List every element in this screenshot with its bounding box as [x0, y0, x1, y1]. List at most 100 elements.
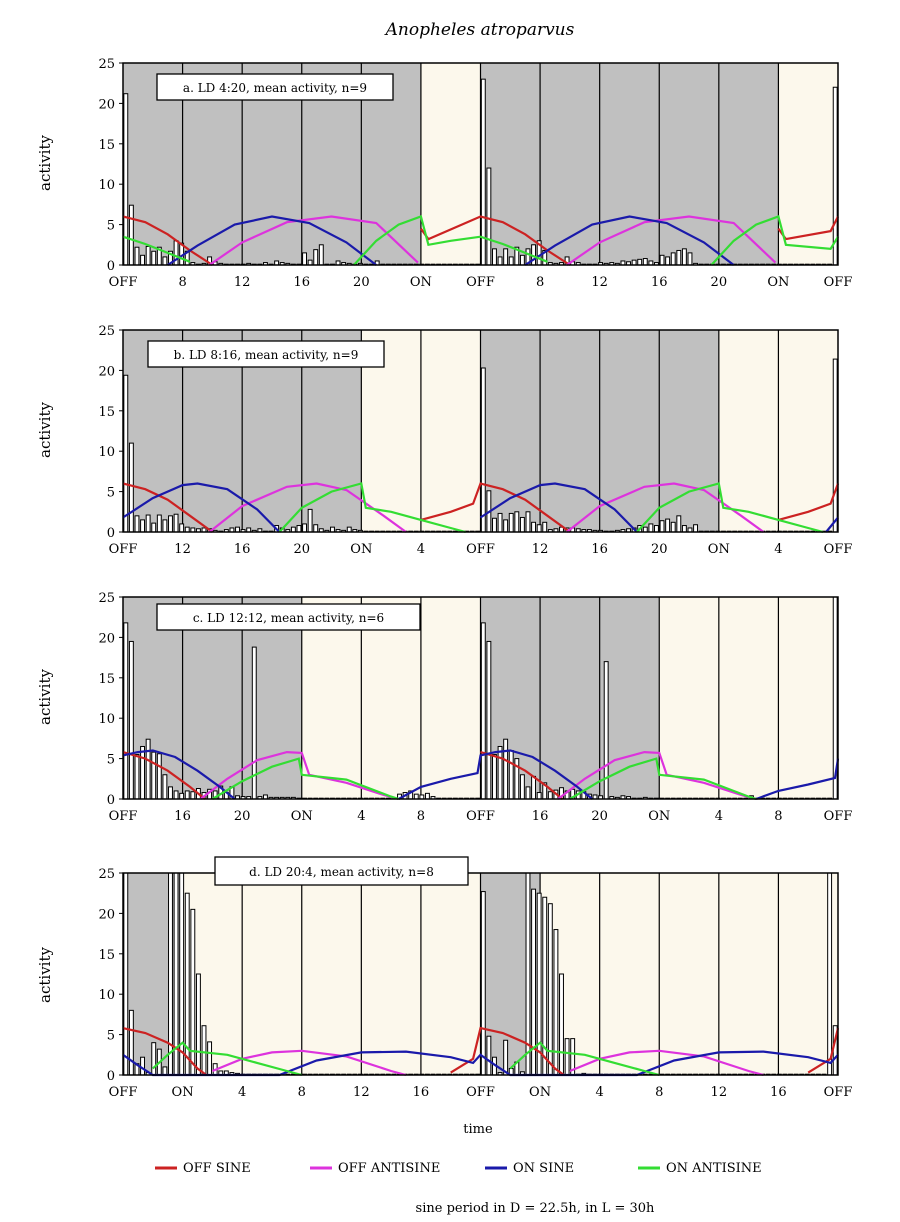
activity-bar: [832, 358, 838, 533]
activity-bar: [145, 514, 151, 533]
x-tick-label: 8: [774, 809, 782, 824]
x-tick-label: ON: [350, 542, 372, 557]
activity-bar: [486, 1035, 492, 1076]
panel-a: 0 5 10 15 20 25 OFF 8 12 16 20 ON OFF 8 12 16 20 ON OFF act…: [36, 57, 852, 290]
x-tick-label: OFF: [109, 1085, 138, 1100]
activity-bar: [134, 515, 140, 533]
activity-bar: [519, 774, 525, 800]
plot-frame: [122, 329, 839, 533]
activity-bar: [123, 872, 129, 1076]
light-phase-band: [659, 597, 838, 799]
light-phase-band: [301, 597, 481, 799]
activity-bar: [173, 872, 179, 1076]
x-tick-label: OFF: [466, 809, 495, 824]
x-tick-label: 16: [591, 542, 608, 557]
light-phase-band: [540, 873, 838, 1075]
y-tick-label: 15: [98, 672, 115, 687]
x-tick-label: OFF: [109, 809, 138, 824]
activity-bar: [156, 514, 162, 533]
activity-bar: [123, 374, 129, 533]
activity-bar: [145, 738, 151, 800]
panel-label: d. LD 20:4, mean activity, n=8: [249, 865, 434, 879]
activity-bar: [676, 249, 682, 266]
activity-bar: [318, 244, 324, 266]
activity-bar: [547, 791, 553, 800]
x-tick-label: 20: [234, 809, 251, 824]
x-tick-label: OFF: [109, 275, 138, 290]
y-tick-label: 15: [98, 138, 115, 153]
x-tick-label: OFF: [466, 275, 495, 290]
y-tick-label: 10: [98, 988, 115, 1003]
curve-on-antisine: [636, 482, 824, 534]
panel-label-box: [156, 603, 421, 631]
y-tick-label: 20: [98, 907, 115, 922]
activity-bar: [151, 751, 157, 800]
curve-off-antisine: [566, 215, 777, 266]
y-tick-label: 5: [107, 219, 115, 234]
curve-on-antisine: [569, 757, 757, 801]
x-tick-label: 16: [651, 275, 668, 290]
activity-bar: [536, 792, 542, 800]
activity-bar: [168, 515, 173, 533]
panel-label: c. LD 12:12, mean activity, n=6: [193, 611, 384, 625]
activity-bar: [173, 790, 179, 800]
y-tick-label: 0: [107, 1069, 115, 1084]
curve-on-antisine: [122, 235, 191, 263]
activity-bar: [179, 523, 185, 533]
activity-bar: [497, 745, 503, 800]
activity-bar: [531, 521, 537, 533]
x-tick-label: ON: [529, 1085, 551, 1100]
x-tick-label: 12: [591, 275, 608, 290]
activity-bar: [162, 774, 168, 800]
curve-on-sine: [524, 215, 735, 266]
legend-item: OFF ANTISINE: [310, 1161, 440, 1176]
x-tick-label: 12: [711, 1085, 728, 1100]
legend-item: ON ANTISINE: [638, 1161, 762, 1176]
activity-bar: [313, 249, 319, 266]
curve-off-sine: [122, 751, 206, 800]
legend-label: OFF ANTISINE: [338, 1161, 440, 1176]
activity-bar: [424, 792, 430, 800]
activity-bar: [547, 903, 553, 1076]
activity-bar: [151, 522, 157, 533]
y-tick-label: 0: [107, 259, 115, 274]
activity-bar: [492, 248, 497, 266]
panels: 0 5 10 15 20 25 OFF 8 12 16 20 ON OFF 8 12 16 20 ON OFF act…: [36, 57, 852, 1100]
curve-off-sine: [480, 751, 564, 800]
footer-note: sine period in D = 22.5h, in L = 30h: [416, 1201, 656, 1216]
x-tick-label: 16: [770, 1085, 787, 1100]
activity-bar: [195, 973, 201, 1076]
x-tick-label: OFF: [824, 542, 853, 557]
x-tick-label: 8: [178, 275, 186, 290]
activity-bar: [508, 256, 514, 266]
curve-off-antisine: [566, 482, 765, 533]
activity-bar: [681, 248, 687, 266]
y-axis-label: activity: [36, 947, 54, 1003]
activity-bar: [519, 254, 525, 266]
legend-label: ON ANTISINE: [666, 1161, 762, 1176]
activity-bar: [151, 1042, 157, 1076]
plot-frame: [122, 62, 839, 266]
legend-item: OFF SINE: [155, 1161, 251, 1176]
x-tick-label: 16: [174, 809, 191, 824]
curve-on-antisine: [509, 1041, 660, 1077]
activity-bar: [156, 753, 162, 800]
activity-bar: [654, 525, 659, 533]
activity-bar: [525, 511, 531, 533]
y-tick-label: 10: [98, 445, 115, 460]
x-axis-title: time: [463, 1122, 493, 1137]
curve-off-antisine: [199, 750, 399, 801]
activity-bar: [536, 892, 542, 1076]
y-tick-label: 25: [98, 867, 115, 882]
activity-bar: [827, 872, 833, 1076]
activity-bar: [123, 93, 129, 266]
panel-label-box: [147, 340, 385, 368]
activity-bar: [128, 204, 134, 266]
x-tick-label: 16: [234, 542, 251, 557]
activity-bar: [302, 252, 307, 266]
activity-bar: [480, 891, 486, 1076]
curve-on-antisine: [353, 215, 548, 266]
activity-bar: [207, 1041, 213, 1076]
activity-bar: [140, 519, 146, 533]
